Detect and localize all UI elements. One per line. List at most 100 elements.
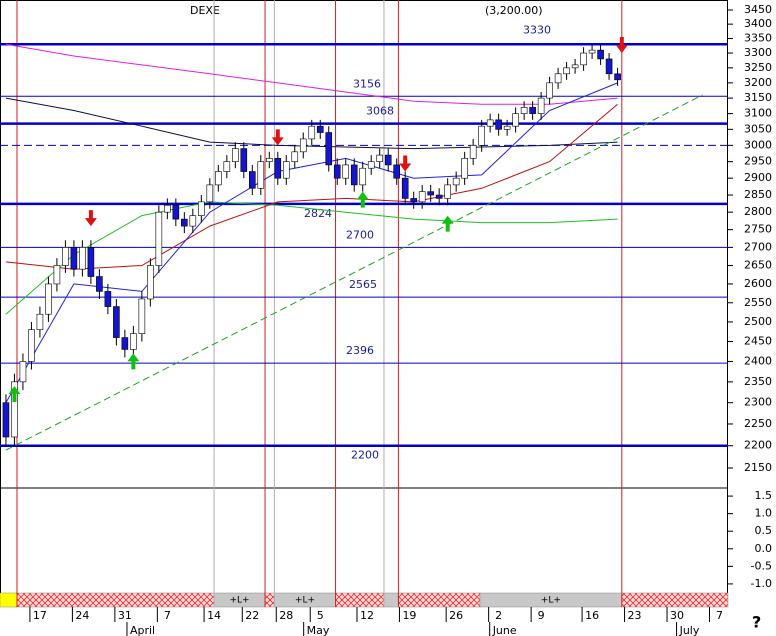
band: [621, 592, 729, 608]
y-tick-label: 3100: [744, 107, 772, 120]
candle-body: [104, 291, 112, 307]
candle-body: [308, 125, 316, 140]
x-tick-label: 16: [585, 609, 599, 622]
candle-body: [274, 158, 282, 179]
band-label: +L+: [541, 596, 561, 606]
candle-body: [155, 211, 163, 266]
candle-body: [121, 337, 129, 350]
signal-arrow: [615, 37, 628, 54]
candle-body: [291, 151, 299, 162]
y-tick-label: 2200: [744, 439, 772, 452]
y-tick-label: 3300: [744, 46, 772, 59]
candle-body: [376, 154, 384, 162]
x-tick-label: 5: [317, 609, 324, 622]
x-tick-label: 2: [495, 609, 502, 622]
candle-body: [503, 125, 511, 130]
x-tick-label: 26: [449, 609, 463, 622]
month-label: May: [307, 624, 330, 636]
candle-body: [138, 298, 146, 334]
level-label: 2200: [351, 449, 379, 462]
candle-body: [401, 177, 409, 199]
candle-body: [350, 164, 358, 186]
candle-body: [478, 125, 485, 146]
x-tick-label: 28: [279, 609, 293, 622]
candle-body: [529, 107, 536, 114]
signal-arrow: [271, 129, 284, 146]
y-tick-label: 2450: [744, 334, 772, 347]
level-label: 2700: [346, 228, 374, 241]
y-tick-label: 1.5: [755, 489, 773, 502]
y-tick-label: 2150: [744, 461, 772, 474]
candle-body: [393, 164, 401, 179]
y-tick-label: 3150: [744, 91, 772, 104]
y-tick-label: 2300: [744, 396, 772, 409]
candle-body: [2, 402, 10, 438]
candle-body: [147, 265, 154, 300]
y-tick-label: 2600: [744, 277, 772, 290]
candle-body: [461, 158, 468, 179]
candle-body: [469, 145, 477, 159]
y-tick-label: 2700: [744, 240, 772, 253]
band-label: +L+: [229, 596, 249, 606]
signal-arrow: [8, 385, 21, 402]
candle-body: [605, 58, 613, 75]
moving-average: [5, 43, 618, 105]
signal-arrow: [127, 353, 140, 370]
level-label: 2565: [349, 278, 377, 291]
trend-line: [5, 94, 703, 451]
y-tick-label: 3400: [744, 17, 772, 30]
x-tick-label: 7: [716, 609, 723, 622]
y-tick-label: 3000: [744, 138, 772, 151]
level-label: 3156: [353, 77, 381, 90]
candle-body: [232, 148, 239, 162]
candle-body: [198, 201, 205, 216]
y-tick-label: 2500: [744, 315, 772, 328]
y-tick-label: 2350: [744, 375, 772, 388]
x-tick-label: 7: [164, 609, 171, 622]
candle-body: [614, 73, 621, 81]
help-icon[interactable]: ?: [752, 613, 761, 632]
x-tick-label: 19: [402, 609, 416, 622]
candle-body: [597, 49, 604, 60]
month-label: April: [130, 624, 155, 636]
candle-body: [512, 113, 519, 127]
band: [335, 592, 385, 608]
candle-body: [223, 161, 231, 172]
candle-body: [452, 177, 460, 186]
candle-body: [28, 329, 35, 362]
signal-arrow: [441, 215, 454, 232]
y-tick-label: 2900: [744, 171, 772, 184]
candle-body: [299, 138, 307, 153]
candle-body: [87, 247, 95, 277]
candle-body: [384, 154, 392, 166]
candle-body: [240, 148, 248, 172]
signal-arrow: [399, 155, 412, 172]
y-tick-label: 2400: [744, 354, 772, 367]
y-tick-label: 2550: [744, 296, 772, 309]
moving-average: [5, 201, 618, 315]
y-tick-label: 0.0: [755, 542, 773, 555]
candle-body: [96, 276, 103, 292]
candle-body: [164, 204, 171, 213]
band: [398, 592, 481, 608]
candle-body: [367, 161, 375, 169]
x-tick-label: 24: [75, 609, 89, 622]
candle-body: [113, 306, 120, 338]
y-tick-label: 2850: [744, 188, 772, 201]
x-tick-label: 31: [118, 609, 132, 622]
x-tick-label: 17: [33, 609, 47, 622]
candle-body: [265, 158, 273, 162]
candle-body: [70, 247, 78, 270]
candle-body: [45, 283, 52, 315]
y-tick-label: -0.5: [751, 559, 772, 572]
candle-body: [359, 167, 367, 186]
candle-body: [19, 361, 27, 383]
band: [0, 592, 18, 608]
candle-body: [282, 161, 290, 179]
chart-title: DEXE: [190, 4, 220, 17]
candle-body: [486, 119, 494, 127]
candle-body: [520, 107, 528, 114]
y-tick-label: 0.5: [755, 524, 773, 537]
candle-body: [495, 119, 502, 130]
month-label: July: [679, 624, 700, 636]
